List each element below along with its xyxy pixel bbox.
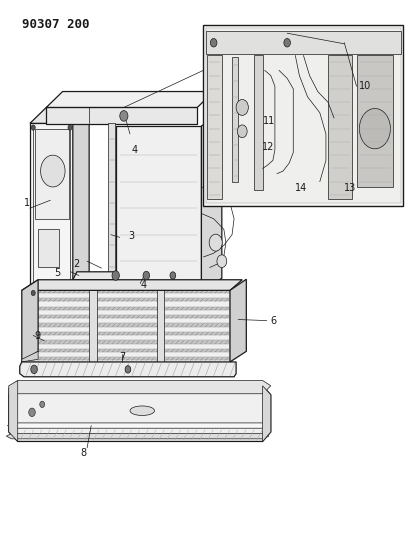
Polygon shape <box>30 123 73 298</box>
Polygon shape <box>23 324 229 327</box>
Circle shape <box>236 100 248 115</box>
Circle shape <box>217 255 227 268</box>
Polygon shape <box>23 306 229 310</box>
Polygon shape <box>9 386 271 441</box>
Text: 11: 11 <box>263 116 275 126</box>
Text: 9: 9 <box>35 332 41 342</box>
Circle shape <box>31 365 37 374</box>
Polygon shape <box>20 362 236 377</box>
Polygon shape <box>22 351 38 362</box>
Circle shape <box>29 408 35 417</box>
Polygon shape <box>46 92 214 108</box>
Circle shape <box>209 234 222 251</box>
Polygon shape <box>206 30 402 54</box>
Polygon shape <box>23 315 229 318</box>
Circle shape <box>359 109 390 149</box>
Polygon shape <box>6 433 269 439</box>
Polygon shape <box>356 55 393 187</box>
Text: 4: 4 <box>140 280 146 290</box>
Circle shape <box>41 155 65 187</box>
Polygon shape <box>9 381 271 395</box>
Text: 90307 200: 90307 200 <box>22 18 89 31</box>
Polygon shape <box>23 349 229 352</box>
Polygon shape <box>73 108 89 298</box>
Polygon shape <box>157 290 164 362</box>
Ellipse shape <box>130 406 155 416</box>
Polygon shape <box>254 55 263 190</box>
Text: 13: 13 <box>344 183 357 193</box>
Circle shape <box>40 401 45 408</box>
Polygon shape <box>22 280 38 362</box>
Circle shape <box>120 111 128 121</box>
Polygon shape <box>263 386 271 441</box>
Circle shape <box>143 271 150 280</box>
Polygon shape <box>328 55 353 199</box>
Circle shape <box>284 38 291 47</box>
Text: 4: 4 <box>131 145 137 155</box>
Polygon shape <box>108 123 115 293</box>
Polygon shape <box>23 341 229 343</box>
Bar <box>203 25 404 206</box>
Polygon shape <box>89 290 97 362</box>
Polygon shape <box>197 270 210 287</box>
Polygon shape <box>30 108 89 123</box>
Circle shape <box>125 366 131 373</box>
Text: 14: 14 <box>296 183 307 193</box>
Polygon shape <box>73 280 197 287</box>
Text: 5: 5 <box>55 269 61 278</box>
Polygon shape <box>23 298 229 302</box>
Polygon shape <box>207 55 222 199</box>
Text: 8: 8 <box>80 448 86 458</box>
Polygon shape <box>22 290 230 362</box>
Polygon shape <box>230 279 246 362</box>
Polygon shape <box>38 229 58 266</box>
Circle shape <box>237 125 247 138</box>
Text: 10: 10 <box>358 81 371 91</box>
Polygon shape <box>73 272 201 280</box>
Polygon shape <box>7 423 271 428</box>
Circle shape <box>31 290 35 296</box>
Polygon shape <box>35 128 69 219</box>
Text: 3: 3 <box>128 231 134 241</box>
Polygon shape <box>232 57 238 182</box>
Polygon shape <box>206 28 402 203</box>
Text: 1: 1 <box>24 198 30 208</box>
Text: 7: 7 <box>119 352 125 361</box>
Circle shape <box>68 125 72 130</box>
Polygon shape <box>115 126 201 293</box>
Polygon shape <box>23 332 229 335</box>
Polygon shape <box>22 280 242 290</box>
Polygon shape <box>23 290 229 293</box>
Text: 2: 2 <box>73 259 79 269</box>
Polygon shape <box>46 108 197 124</box>
Text: 12: 12 <box>262 142 274 152</box>
Polygon shape <box>23 357 229 360</box>
Polygon shape <box>201 113 222 293</box>
Circle shape <box>210 38 217 47</box>
Circle shape <box>112 271 119 280</box>
Circle shape <box>170 272 175 279</box>
Circle shape <box>31 125 35 130</box>
Text: 6: 6 <box>271 316 277 326</box>
Polygon shape <box>9 381 18 441</box>
